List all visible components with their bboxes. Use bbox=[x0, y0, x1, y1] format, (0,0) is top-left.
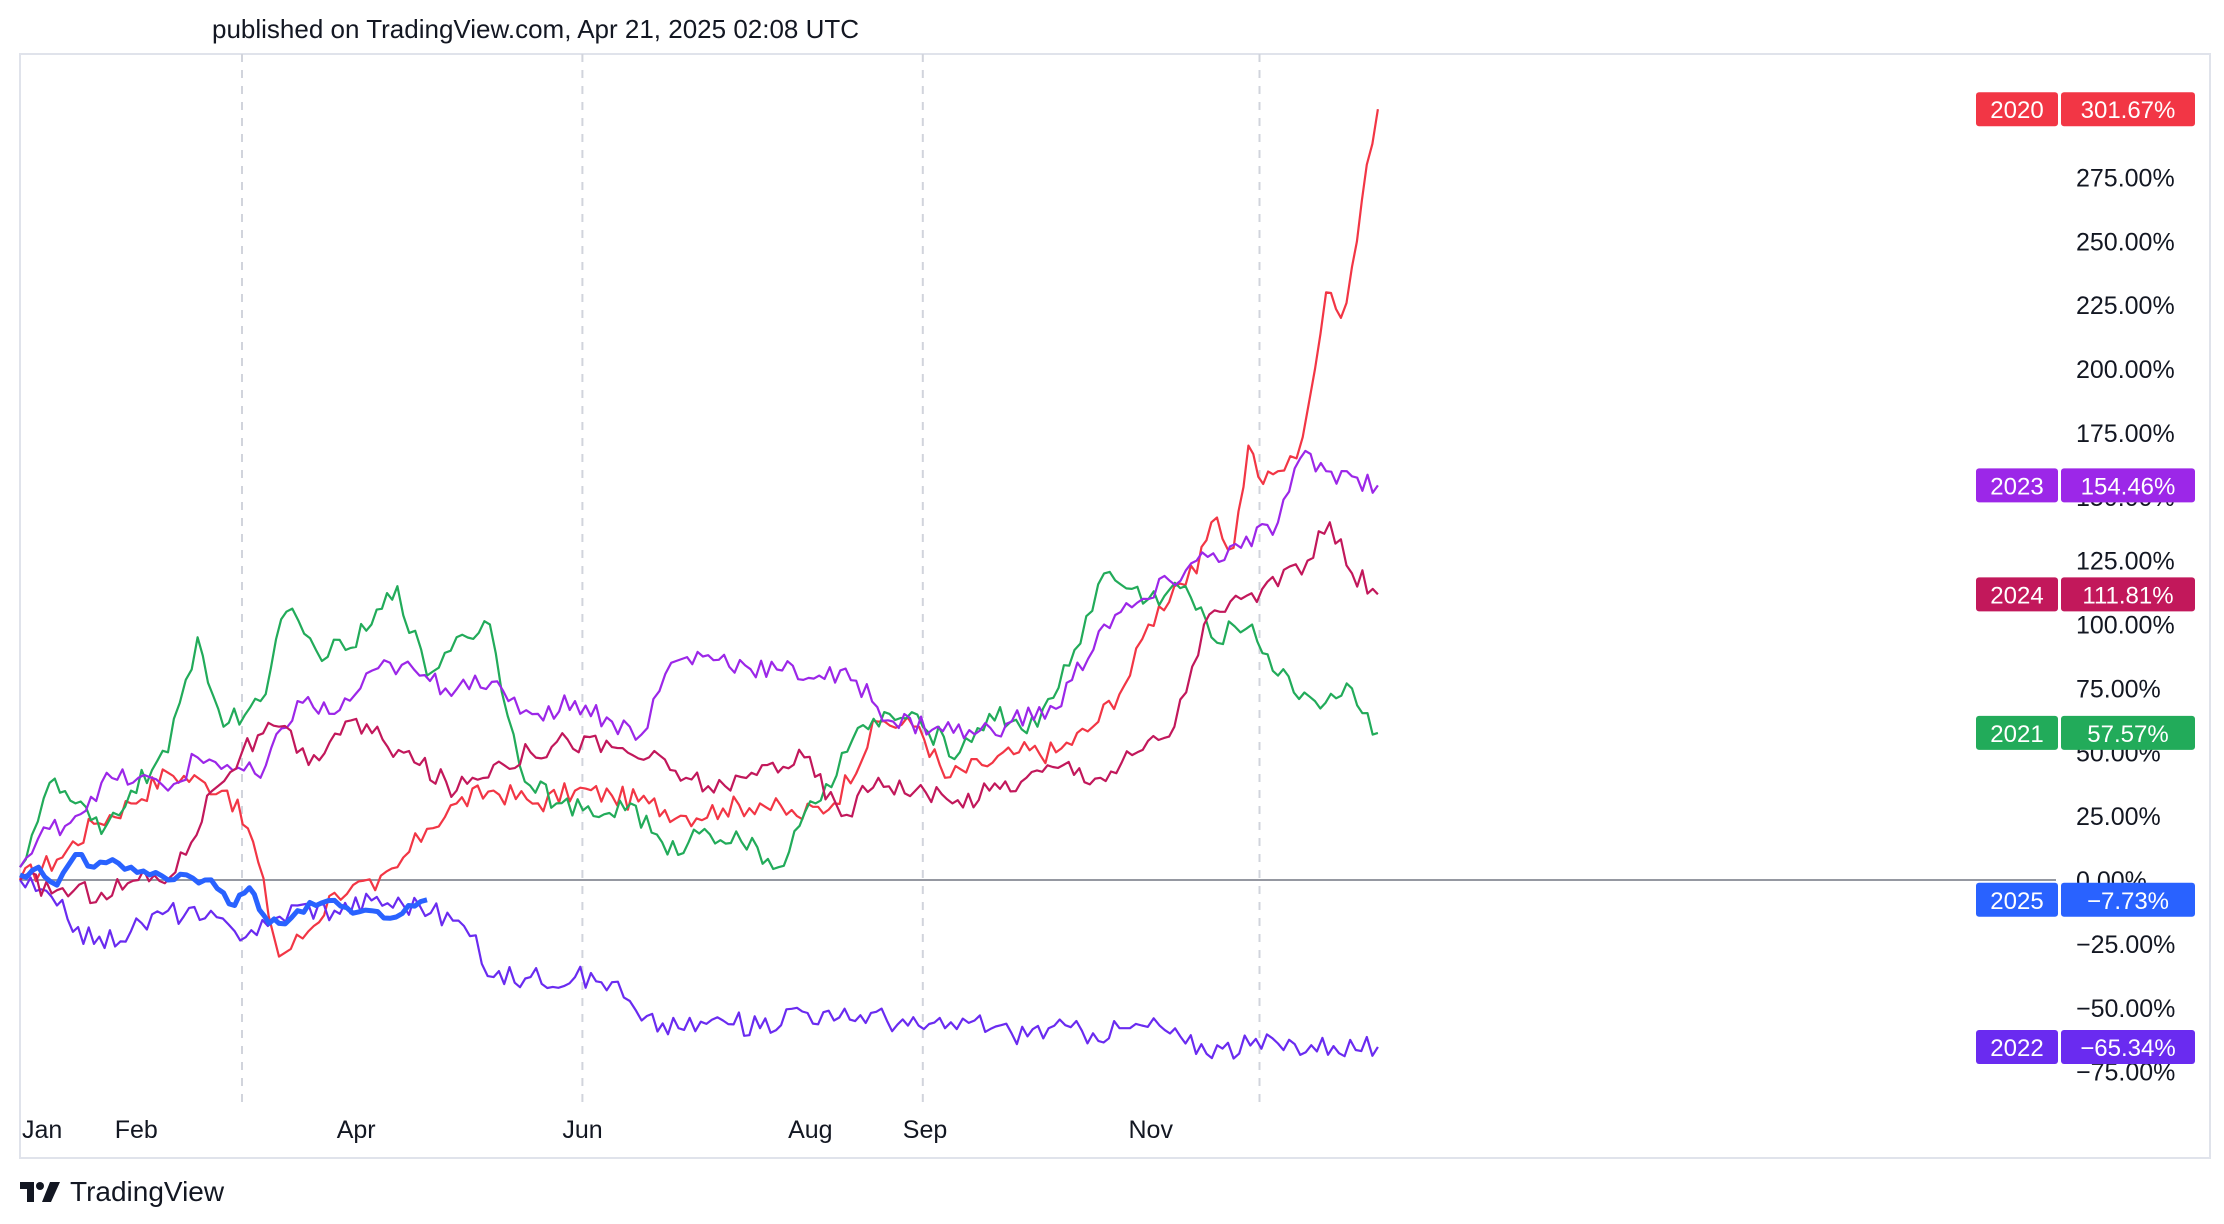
series-layer bbox=[18, 109, 1379, 1060]
badge-value: −65.34% bbox=[2080, 1035, 2175, 1062]
published-caption: published on TradingView.com, Apr 21, 20… bbox=[212, 14, 860, 44]
logo-text: TradingView bbox=[70, 1176, 225, 1207]
badge-value-box bbox=[2061, 882, 2195, 917]
y-tick-label: 100.00% bbox=[2076, 612, 2175, 640]
y-tick-label: 75.00% bbox=[2076, 675, 2161, 703]
tradingview-logo-icon bbox=[20, 1182, 60, 1202]
y-tick-label: 25.00% bbox=[2076, 803, 2161, 831]
badge-name: 2022 bbox=[1990, 1035, 2043, 1062]
badge-name-box bbox=[1976, 577, 2058, 612]
badge-name: 2023 bbox=[1990, 473, 2043, 500]
series-line-2022 bbox=[19, 876, 1379, 1060]
y-tick-label: −25.00% bbox=[2076, 931, 2175, 959]
badge-value-box bbox=[2061, 715, 2195, 750]
y-tick-label: 225.00% bbox=[2076, 292, 2175, 320]
x-tick-label: Sep bbox=[903, 1116, 947, 1144]
x-tick-label: Apr bbox=[337, 1116, 376, 1144]
badge-name-box bbox=[1976, 92, 2058, 127]
badge-name-box bbox=[1976, 1029, 2058, 1064]
series-badges: 2020 301.67% 2021 57.57% 2022 −65.34% 2023 154.… bbox=[1976, 92, 2195, 1064]
badge-name-box bbox=[1976, 715, 2058, 750]
x-axis: Jan Feb Apr Jun Aug Sep Nov bbox=[22, 1116, 1173, 1144]
y-tick-label: 200.00% bbox=[2076, 356, 2175, 384]
badge-value-box bbox=[2061, 92, 2195, 127]
badge-name: 2021 bbox=[1990, 721, 2043, 748]
series-badge-2024: 2024 111.81% bbox=[1976, 577, 2195, 612]
tradingview-logo[interactable]: TradingView bbox=[20, 1176, 224, 1208]
series-line-2024 bbox=[19, 521, 1379, 905]
x-tick-label: Aug bbox=[788, 1116, 832, 1144]
series-badge-2023: 2023 154.46% bbox=[1976, 468, 2195, 503]
badge-name: 2025 bbox=[1990, 888, 2043, 915]
series-line-2025 bbox=[19, 852, 428, 927]
y-axis: 275.00%250.00%225.00%200.00%175.00%150.0… bbox=[2076, 164, 2175, 1086]
plot-frame bbox=[19, 53, 2211, 1159]
x-tick-label: Jun bbox=[562, 1116, 602, 1144]
badge-value-box bbox=[2061, 1029, 2195, 1064]
badge-value: 57.57% bbox=[2087, 721, 2168, 748]
badge-value-box bbox=[2061, 577, 2195, 612]
series-badge-2021: 2021 57.57% bbox=[1976, 715, 2195, 750]
series-badge-2020: 2020 301.67% bbox=[1976, 92, 2195, 127]
y-tick-label: 275.00% bbox=[2076, 164, 2175, 192]
badge-name: 2020 bbox=[1990, 97, 2043, 124]
badge-value-box bbox=[2061, 468, 2195, 503]
badge-name-box bbox=[1976, 882, 2058, 917]
y-tick-label: 175.00% bbox=[2076, 420, 2175, 448]
series-badge-2022: 2022 −65.34% bbox=[1976, 1029, 2195, 1064]
x-tick-label: Nov bbox=[1129, 1116, 1174, 1144]
y-tick-label: 125.00% bbox=[2076, 548, 2175, 576]
series-line-2023 bbox=[19, 449, 1379, 868]
y-tick-label: 250.00% bbox=[2076, 228, 2175, 256]
badge-value: 154.46% bbox=[2081, 473, 2176, 500]
badge-value: −7.73% bbox=[2087, 888, 2169, 915]
badge-name-box bbox=[1976, 468, 2058, 503]
x-tick-label: Jan bbox=[22, 1116, 62, 1144]
badge-name: 2024 bbox=[1990, 582, 2043, 609]
series-badge-2025: 2025 −7.73% bbox=[1976, 882, 2195, 917]
x-tick-label: Feb bbox=[115, 1116, 158, 1144]
badge-value: 301.67% bbox=[2081, 97, 2176, 124]
series-line-2021 bbox=[19, 570, 1379, 871]
series-line-2020 bbox=[18, 109, 1379, 958]
y-tick-label: −50.00% bbox=[2076, 995, 2175, 1023]
badge-value: 111.81% bbox=[2082, 582, 2173, 609]
